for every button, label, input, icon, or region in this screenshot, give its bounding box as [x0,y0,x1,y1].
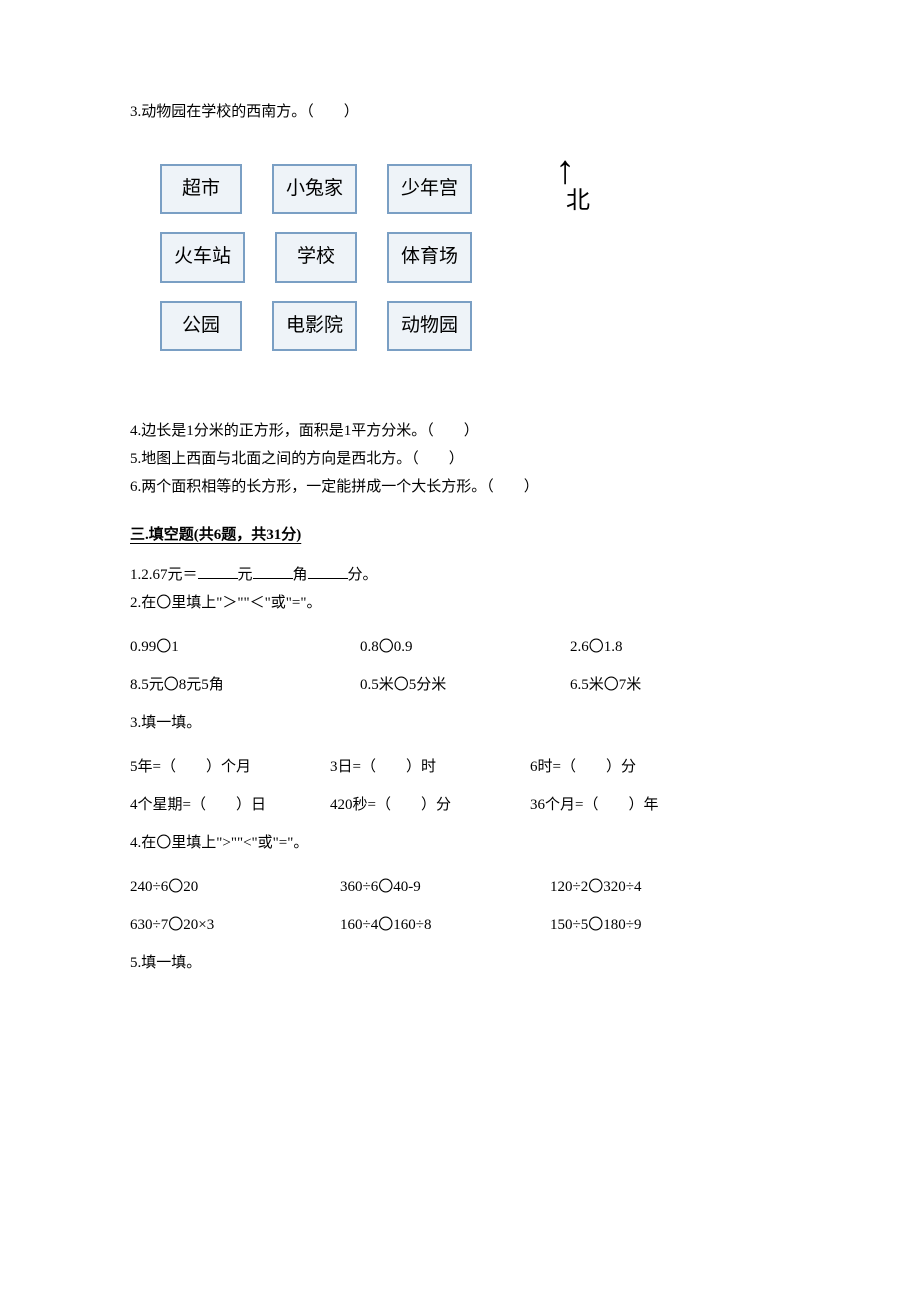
question-4: 4.边长是1分米的正方形，面积是1平方分米。（ ） [130,419,790,443]
fill-4-row2: 630÷7〇20×3 160÷4〇160÷8 150÷5〇180÷9 [130,913,790,937]
blank[interactable] [253,564,293,579]
unit-convert-item: 6时=（ ）分 [530,755,636,779]
fill-4-row1: 240÷6〇20 360÷6〇40-9 120÷2〇320÷4 [130,875,790,899]
fill-2-title: 2.在〇里填上"＞""＜"或"="。 [130,591,790,615]
grid-cell: 动物园 [387,301,472,351]
grid-row: 火车站 学校 体育场 [160,232,472,282]
unit-convert-item: 3日=（ ）时 [330,755,530,779]
unit-jiao: 角 [293,567,308,583]
compare-item: 630÷7〇20×3 [130,913,340,937]
compare-item: 8.5元〇8元5角 [130,673,360,697]
compare-item: 2.6〇1.8 [570,635,623,659]
grid-cell: 电影院 [272,301,357,351]
unit-convert-item: 420秒=（ ）分 [330,793,530,817]
grid-cell: 少年宫 [387,164,472,214]
question-6: 6.两个面积相等的长方形，一定能拼成一个大长方形。（ ） [130,475,790,499]
location-grid: 超市 小兔家 少年宫 火车站 学校 体育场 公园 电影院 动物园 [160,164,472,369]
question-5: 5.地图上西面与北面之间的方向是西北方。（ ） [130,447,790,471]
compare-item: 0.8〇0.9 [360,635,570,659]
compare-item: 240÷6〇20 [130,875,340,899]
question-3: 3.动物园在学校的西南方。（ ） [130,100,790,124]
grid-cell: 火车站 [160,232,245,282]
fill-1: 1.2.67元＝ 元 角 分。 [130,563,790,587]
direction-diagram: ↑ 北 超市 小兔家 少年宫 火车站 学校 体育场 公园 电影院 动物园 [160,164,790,369]
fill-2-row1: 0.99〇1 0.8〇0.9 2.6〇1.8 [130,635,790,659]
grid-row: 超市 小兔家 少年宫 [160,164,472,214]
fill-3-row2: 4个星期=（ ）日 420秒=（ ）分 36个月=（ ）年 [130,793,790,817]
unit-yuan: 元 [238,567,253,583]
unit-convert-item: 4个星期=（ ）日 [130,793,330,817]
unit-convert-item: 36个月=（ ）年 [530,793,658,817]
unit-fen: 分。 [348,567,378,583]
section-3-title: 三.填空题(共6题，共31分) [130,523,790,547]
fill-1-prefix: 1.2.67元＝ [130,567,198,583]
blank[interactable] [308,564,348,579]
compare-item: 360÷6〇40-9 [340,875,550,899]
compare-item: 0.99〇1 [130,635,360,659]
compare-item: 160÷4〇160÷8 [340,913,550,937]
fill-3-row1: 5年=（ ）个月 3日=（ ）时 6时=（ ）分 [130,755,790,779]
fill-5-title: 5.填一填。 [130,951,790,975]
grid-cell: 学校 [275,232,357,282]
compare-item: 120÷2〇320÷4 [550,875,641,899]
grid-cell: 小兔家 [272,164,357,214]
grid-cell: 公园 [160,301,242,351]
fill-4-title: 4.在〇里填上">""<"或"="。 [130,831,790,855]
compare-item: 6.5米〇7米 [570,673,641,697]
compare-item: 150÷5〇180÷9 [550,913,641,937]
fill-2-row2: 8.5元〇8元5角 0.5米〇5分米 6.5米〇7米 [130,673,790,697]
north-label: 北 [566,182,590,220]
blank[interactable] [198,564,238,579]
grid-row: 公园 电影院 动物园 [160,301,472,351]
unit-convert-item: 5年=（ ）个月 [130,755,330,779]
grid-cell: 体育场 [387,232,472,282]
north-indicator: ↑ 北 [540,154,590,220]
grid-cell: 超市 [160,164,242,214]
fill-3-title: 3.填一填。 [130,711,790,735]
compare-item: 0.5米〇5分米 [360,673,570,697]
